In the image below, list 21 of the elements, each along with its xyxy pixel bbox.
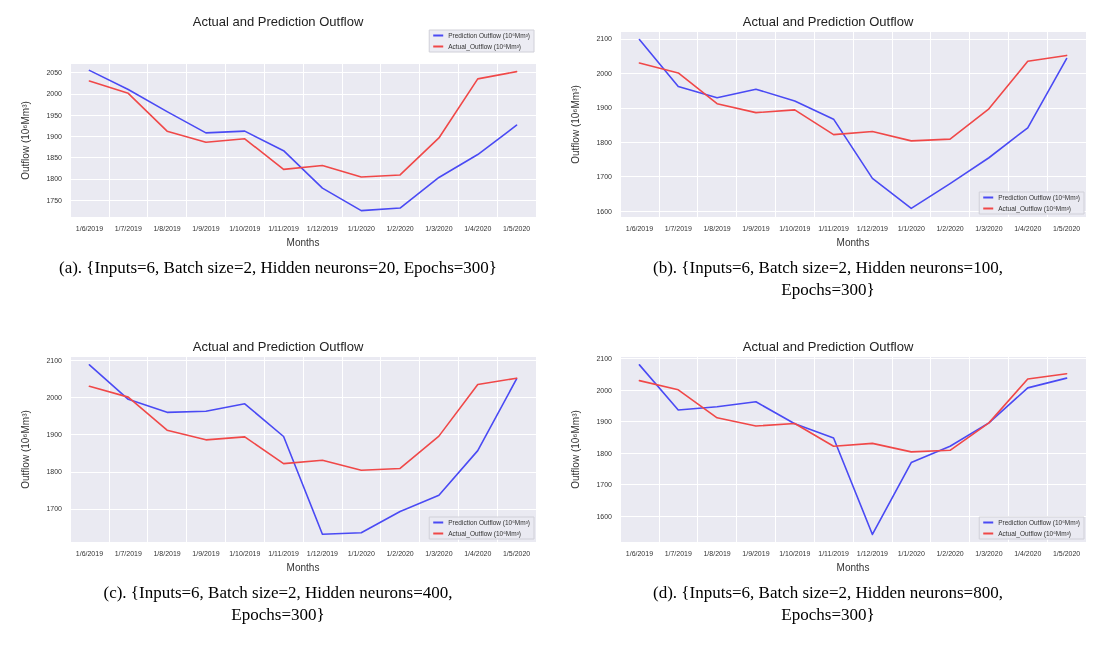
line-series xyxy=(88,70,518,178)
line-series xyxy=(638,54,1068,142)
chart-title: Actual and Prediction Outflow xyxy=(192,339,364,354)
chart-title: Actual and Prediction Outflow xyxy=(742,14,914,29)
x-axis-title: Months xyxy=(286,236,320,248)
line-series xyxy=(88,69,518,212)
line-series xyxy=(88,377,518,472)
text: (a). {Inputs=6, Batch size=2, Hidden neurons=20, Epochs=300} xyxy=(58,257,498,279)
chart-title: Actual and Prediction Outflow xyxy=(192,14,364,29)
text: (d). {Inputs=6, Batch size=2, Hidden neurons=800, Epochs=300} xyxy=(652,582,1004,626)
x-axis-title: Months xyxy=(836,236,870,248)
y-axis-title: Outflow (10⁶Mm³) xyxy=(19,410,31,489)
y-axis-title: Outflow (10⁶Mm³) xyxy=(19,101,31,180)
chart-title: Actual and Prediction Outflow xyxy=(742,339,914,354)
text: (b). {Inputs=6, Batch size=2, Hidden neurons=100, Epochs=300} xyxy=(652,257,1004,301)
text: (c). {Inputs=6, Batch size=2, Hidden neurons=400, Epochs=300} xyxy=(102,582,454,626)
y-axis-title: Outflow (10⁶Mm³) xyxy=(569,410,581,489)
x-axis-title: Months xyxy=(286,561,320,573)
x-axis-title: Months xyxy=(836,561,870,573)
y-axis-title: Outflow (10⁶Mm³) xyxy=(569,85,581,164)
line-series xyxy=(638,372,1068,453)
